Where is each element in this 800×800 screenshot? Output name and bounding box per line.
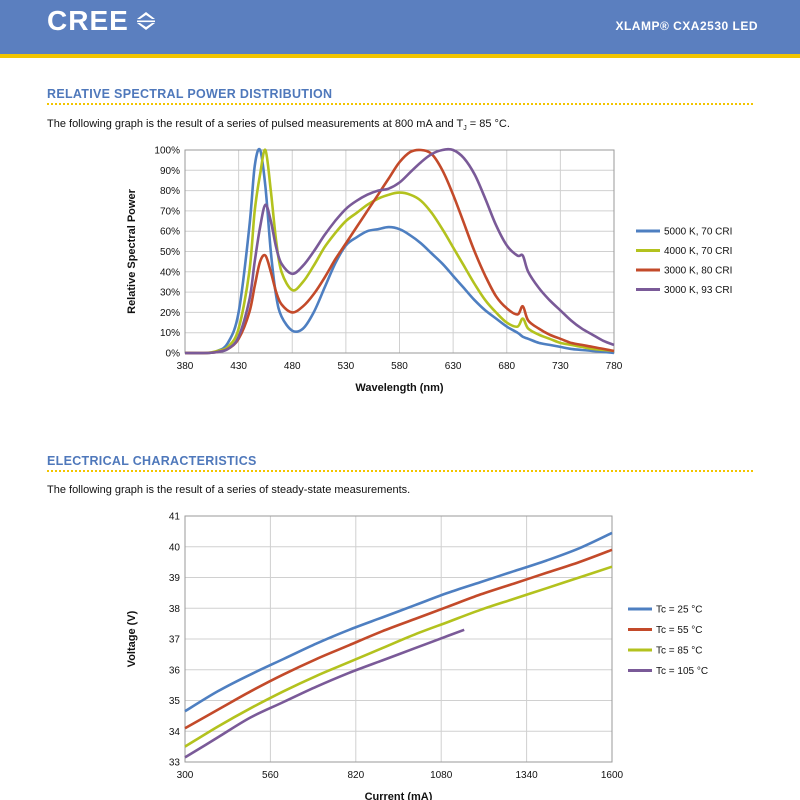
spd-y-axis-title: Relative Spectral Power	[126, 188, 138, 313]
iv-x-tick-label: 1080	[430, 770, 453, 781]
spd-y-tick-label: 40%	[160, 267, 180, 278]
spd-y-tick-label: 10%	[160, 328, 180, 339]
spd-x-axis-title: Wavelength (nm)	[355, 382, 444, 394]
iv-x-tick-label: 1600	[601, 770, 624, 781]
spd-legend-label: 3000 K, 93 CRI	[664, 285, 732, 296]
iv-x-tick-label: 560	[262, 770, 279, 781]
page-header: CREE XLAMP® CXA2530 LED	[0, 0, 800, 58]
iv-series-line	[184, 531, 613, 713]
iv-y-tick-label: 36	[169, 665, 181, 676]
iv-series-line	[184, 628, 465, 759]
spd-x-tick-label: 630	[445, 361, 462, 372]
spd-y-tick-label: 80%	[160, 186, 180, 197]
spd-series-line	[184, 147, 615, 355]
spd-legend-label: 3000 K, 80 CRI	[664, 266, 732, 277]
electrical-description: The following graph is the result of a s…	[47, 484, 411, 496]
spd-x-tick-label: 680	[498, 361, 515, 372]
iv-x-tick-label: 300	[177, 770, 194, 781]
spectral-description-sub: J	[463, 125, 467, 133]
spd-series-line	[184, 148, 615, 355]
spectral-description-tail: = 85 °C.	[466, 118, 510, 130]
spd-x-tick-label: 430	[230, 361, 247, 372]
iv-series-line	[184, 565, 613, 748]
product-name: XLAMP® CXA2530 LED	[615, 19, 758, 33]
spd-y-tick-label: 60%	[160, 227, 180, 238]
spd-x-tick-label: 530	[338, 361, 355, 372]
iv-plot-frame	[184, 515, 613, 763]
iv-y-tick-label: 39	[169, 573, 181, 584]
iv-y-tick-label: 37	[169, 635, 181, 646]
iv-x-axis-title: Current (mA)	[365, 791, 433, 800]
electrical-section-title: ELECTRICAL CHARACTERISTICS	[47, 454, 257, 468]
spectral-description-text: The following graph is the result of a s…	[47, 118, 464, 130]
spd-y-tick-label: 90%	[160, 166, 180, 177]
iv-y-tick-label: 35	[169, 696, 181, 707]
iv-y-tick-label: 38	[169, 604, 181, 615]
spd-y-tick-label: 0%	[166, 349, 181, 360]
spd-series-line	[184, 148, 615, 355]
spd-series-line	[184, 147, 615, 355]
spd-legend-label: 5000 K, 70 CRI	[664, 227, 732, 238]
brand-logo: CREE	[47, 5, 157, 36]
iv-legend-label: Tc = 85 °C	[656, 646, 703, 657]
spectral-section-title: RELATIVE SPECTRAL POWER DISTRIBUTION	[47, 87, 333, 101]
spd-x-tick-label: 730	[552, 361, 569, 372]
iv-series-line	[184, 548, 613, 730]
iv-y-tick-label: 41	[169, 512, 181, 523]
spd-y-tick-label: 20%	[160, 308, 180, 319]
iv-legend-label: Tc = 55 °C	[656, 625, 703, 636]
iv-x-tick-label: 820	[347, 770, 364, 781]
spd-x-tick-label: 480	[284, 361, 301, 372]
spd-y-tick-label: 100%	[154, 146, 180, 157]
iv-y-tick-label: 33	[169, 758, 181, 769]
spd-y-tick-label: 30%	[160, 288, 180, 299]
spd-x-tick-label: 780	[606, 361, 623, 372]
iv-legend-label: Tc = 25 °C	[656, 605, 703, 616]
spd-y-tick-label: 70%	[160, 206, 180, 217]
iv-y-tick-label: 34	[169, 727, 181, 738]
spd-x-tick-label: 580	[391, 361, 408, 372]
cree-chevron-icon	[136, 12, 155, 30]
section-divider	[47, 470, 753, 472]
spd-x-tick-label: 380	[177, 361, 194, 372]
brand-name: CREE	[47, 5, 129, 36]
iv-y-axis-title: Voltage (V)	[126, 610, 138, 667]
iv-x-tick-label: 1340	[515, 770, 538, 781]
spd-y-tick-label: 50%	[160, 247, 180, 258]
spectral-description: The following graph is the result of a s…	[47, 118, 510, 132]
iv-y-tick-label: 40	[169, 542, 181, 553]
spd-legend-label: 4000 K, 70 CRI	[664, 246, 732, 257]
section-divider	[47, 103, 753, 105]
iv-legend-label: Tc = 105 °C	[656, 666, 708, 677]
spd-plot-frame	[184, 149, 615, 354]
